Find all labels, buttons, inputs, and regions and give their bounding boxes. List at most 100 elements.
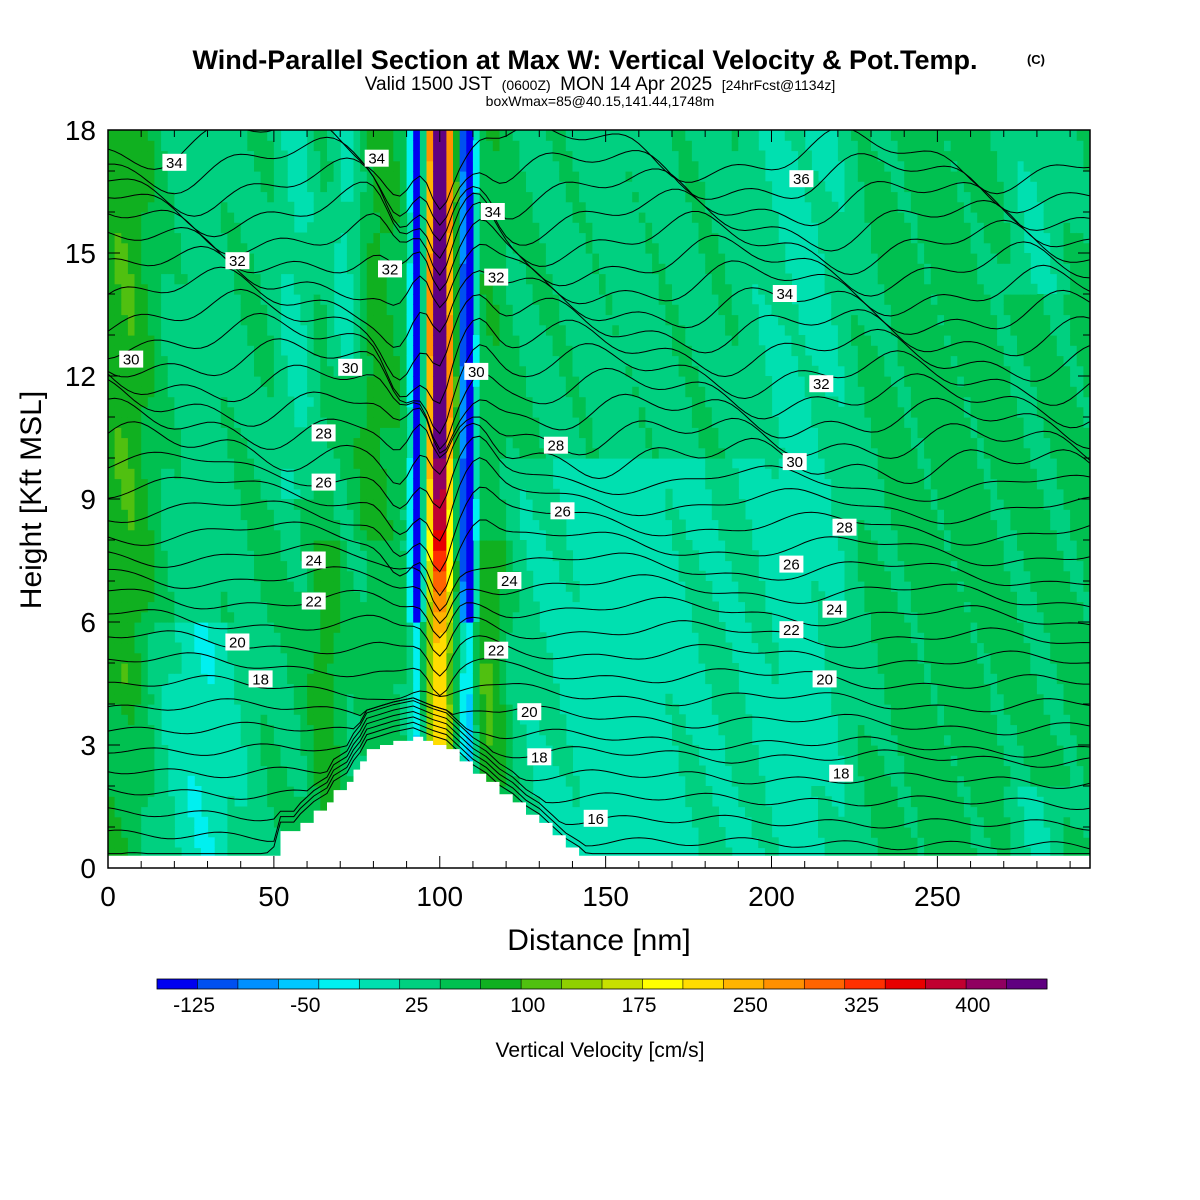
velocity-cell — [167, 253, 175, 264]
velocity-cell — [267, 786, 275, 797]
velocity-cell — [426, 427, 434, 439]
velocity-cell — [532, 693, 540, 705]
velocity-cell — [161, 622, 169, 633]
velocity-cell — [439, 201, 447, 213]
velocity-cell — [260, 355, 268, 367]
velocity-cell — [625, 355, 633, 367]
velocity-cell — [220, 345, 228, 357]
velocity-cell — [512, 304, 520, 316]
velocity-cell — [366, 253, 374, 264]
velocity-cell — [214, 581, 222, 592]
velocity-cell — [512, 324, 520, 336]
velocity-cell — [399, 683, 408, 695]
velocity-cell — [327, 663, 335, 674]
velocity-cell — [413, 222, 421, 234]
velocity-cell — [127, 827, 136, 838]
velocity-cell — [307, 171, 315, 182]
velocity-cell — [327, 560, 335, 572]
velocity-cell — [214, 324, 222, 336]
velocity-cell — [320, 540, 328, 551]
velocity-cell — [121, 478, 129, 490]
velocity-cell — [439, 468, 447, 480]
velocity-cell — [147, 509, 155, 521]
velocity-cell — [373, 447, 381, 459]
velocity-cell — [519, 796, 527, 808]
velocity-cell — [227, 304, 235, 316]
velocity-cell — [492, 365, 500, 377]
velocity-cell — [108, 314, 116, 326]
velocity-cell — [127, 529, 136, 541]
velocity-cell — [645, 242, 653, 254]
velocity-cell — [227, 130, 235, 141]
velocity-cell — [419, 437, 428, 449]
velocity-cell — [187, 591, 195, 603]
velocity-cell — [134, 140, 142, 152]
velocity-cell — [327, 652, 335, 664]
velocity-cell — [114, 222, 122, 234]
velocity-cell — [240, 447, 248, 459]
velocity-cell — [426, 622, 434, 633]
velocity-cell — [559, 386, 567, 398]
velocity-cell — [247, 222, 255, 234]
velocity-cell — [327, 519, 335, 531]
velocity-cell — [625, 345, 633, 357]
velocity-cell — [267, 775, 275, 787]
velocity-cell — [658, 365, 666, 377]
velocity-cell — [207, 447, 215, 459]
velocity-cell — [446, 417, 454, 428]
velocity-cell — [512, 314, 520, 326]
velocity-cell — [154, 458, 162, 469]
velocity-cell — [526, 130, 534, 141]
velocity-cell — [234, 683, 242, 695]
velocity-cell — [519, 171, 527, 182]
velocity-cell — [327, 529, 335, 541]
velocity-cell — [526, 622, 534, 633]
velocity-cell — [612, 335, 620, 346]
velocity-cell — [247, 242, 255, 254]
velocity-cell — [293, 437, 301, 449]
velocity-cell — [320, 335, 328, 346]
velocity-cell — [240, 704, 248, 715]
velocity-cell — [380, 232, 388, 244]
velocity-cell — [161, 837, 169, 849]
velocity-cell — [313, 683, 321, 695]
velocity-cell — [592, 171, 600, 182]
velocity-cell — [108, 365, 116, 377]
velocity-cell — [187, 488, 195, 500]
velocity-cell — [459, 355, 467, 367]
velocity-cell — [273, 724, 282, 736]
velocity-cell — [154, 304, 162, 316]
velocity-cell — [267, 714, 275, 726]
velocity-cell — [446, 550, 454, 562]
velocity-cell — [532, 663, 540, 674]
velocity-cell — [320, 529, 328, 541]
velocity-cell — [108, 201, 116, 213]
velocity-cell — [147, 827, 155, 838]
velocity-cell — [373, 222, 381, 234]
velocity-cell — [453, 160, 461, 172]
velocity-cell — [254, 150, 262, 162]
velocity-cell — [453, 294, 461, 305]
velocity-cell — [260, 775, 268, 787]
velocity-cell — [207, 222, 215, 234]
velocity-cell — [247, 540, 255, 551]
velocity-cell — [127, 468, 136, 480]
velocity-cell — [572, 201, 580, 213]
velocity-cell — [293, 447, 301, 459]
velocity-cell — [167, 242, 175, 254]
velocity-cell — [446, 386, 454, 398]
velocity-cell — [293, 283, 301, 295]
velocity-cell — [267, 345, 275, 357]
velocity-cell — [167, 427, 175, 439]
velocity-cell — [313, 406, 321, 418]
velocity-cell — [240, 160, 248, 172]
velocity-cell — [333, 406, 341, 418]
velocity-cell — [134, 632, 142, 644]
velocity-cell — [181, 611, 189, 623]
velocity-cell — [320, 570, 328, 582]
velocity-cell — [545, 283, 554, 295]
velocity-cell — [161, 304, 169, 316]
velocity-cell — [320, 714, 328, 726]
velocity-cell — [127, 796, 136, 808]
velocity-cell — [200, 263, 209, 275]
